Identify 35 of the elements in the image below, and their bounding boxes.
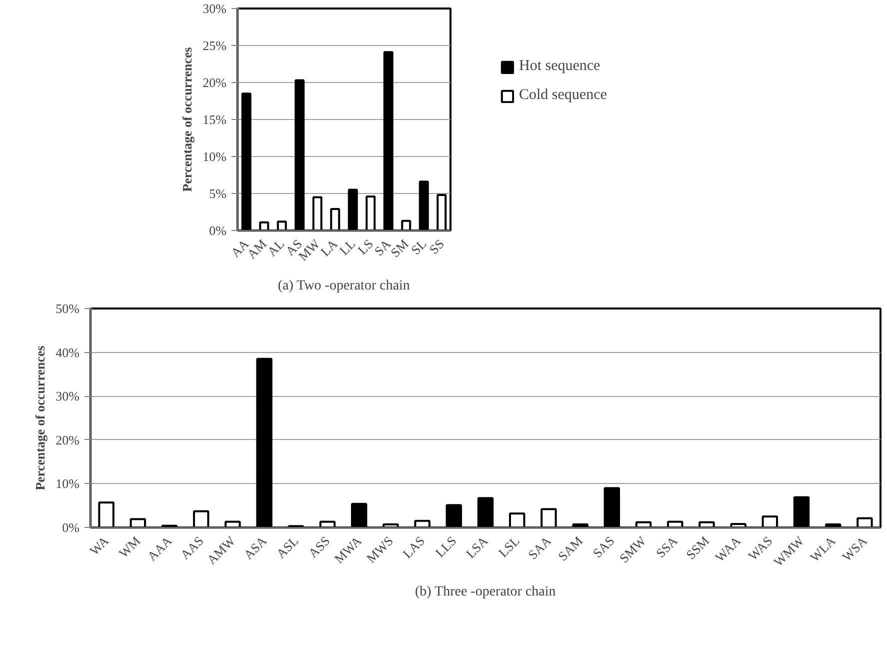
text: (b) Three -operator chain [414, 584, 556, 600]
x-tick-label: WLA [806, 532, 839, 565]
y-tick-label: 15% [202, 112, 227, 127]
x-tick-label: ASS [305, 533, 333, 561]
y-tick-label: 0% [209, 223, 227, 238]
y-tick-label: 40% [56, 344, 80, 360]
text: (a) Two -operator chain [278, 278, 410, 294]
legend-label: Cold sequence [519, 87, 607, 104]
y-tick-label: 0% [62, 520, 80, 535]
x-tick-label: WM [116, 532, 144, 561]
x-tick-label: LLS [432, 533, 460, 560]
x-tick-label: LSA [462, 532, 492, 562]
y-tick-label: 10% [202, 149, 227, 164]
x-tick-label: WSA [838, 532, 870, 564]
x-tick-label: ASL [273, 533, 302, 562]
x-tick-label: SSA [652, 532, 681, 561]
x-tick-label: LS [354, 236, 376, 258]
y-tick-label: 10% [56, 476, 80, 492]
y-tick-label: 30% [56, 388, 80, 404]
y-axis-title: Percentage of occurrences [180, 47, 195, 192]
y-tick-label: 20% [56, 432, 80, 448]
x-tick-label: SAA [525, 532, 554, 562]
y-tick-label: 20% [202, 75, 227, 90]
x-tick-label: LA [318, 236, 341, 260]
y-tick-label: 25% [202, 38, 227, 53]
x-tick-label: SAS [590, 533, 618, 561]
x-tick-label: LSL [495, 533, 522, 560]
x-tick-label: WAA [712, 532, 744, 565]
y-tick-label: 50% [56, 301, 80, 316]
x-tick-label: ASA [240, 532, 270, 562]
x-tick-label: WA [86, 532, 112, 558]
legend-label: Hot sequence [519, 58, 600, 75]
y-axis-title: Percentage of occurrences [32, 346, 48, 490]
y-tick-label: 5% [209, 186, 227, 201]
y-tick-label: 30% [202, 1, 227, 16]
